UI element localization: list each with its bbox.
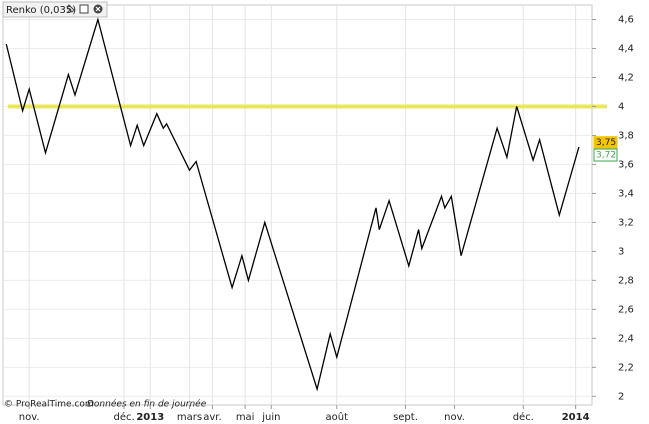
x-tick-label: nov.: [444, 412, 465, 423]
y-tick-label: 2: [618, 391, 624, 402]
x-tick-label: 2014: [562, 412, 590, 423]
y-tick-label: 2,2: [618, 362, 634, 373]
price-label: 3,75: [596, 138, 616, 148]
y-tick-label: 3,2: [618, 217, 634, 228]
close-cross: [95, 6, 101, 12]
y-tick-label: 2,4: [618, 333, 634, 344]
x-tick-label: avr.: [203, 412, 221, 423]
x-tick-label: mars: [177, 412, 202, 423]
y-tick-label: 3,6: [618, 159, 634, 170]
y-tick-label: 2,6: [618, 304, 634, 315]
y-tick-label: 2,8: [618, 275, 634, 286]
x-tick-label: août: [326, 411, 349, 423]
price-label-box: [593, 148, 618, 162]
price-line: [5, 17, 580, 392]
settings-icon[interactable]: [66, 4, 75, 14]
x-tick-label: déc.: [513, 411, 534, 423]
x-tick-label: sept.: [393, 412, 418, 423]
y-tick-label: 4,2: [618, 72, 634, 83]
source-note: Données en fin de journée: [87, 399, 207, 410]
x-tick-label: nov.: [19, 412, 40, 423]
legend-title: Renko (0,035): [6, 5, 76, 16]
x-tick-label: mai: [236, 412, 255, 423]
x-tick-label: déc.: [113, 411, 134, 423]
y-tick-label: 3,4: [618, 188, 634, 199]
x-tick-label: 2013: [136, 412, 164, 423]
x-tick-label: juin: [261, 412, 280, 423]
legend-icons: [66, 4, 103, 14]
price-label: 3,72: [596, 151, 616, 161]
source: © ProRealTime.com: [4, 400, 94, 410]
y-tick-label: 4: [618, 101, 624, 112]
y-tick-label: 4,4: [618, 43, 634, 54]
plot-frame: [2, 4, 593, 406]
window-icon[interactable]: [79, 4, 89, 14]
y-tick-label: 4,6: [618, 14, 634, 25]
y-tick-label: 3,8: [618, 130, 634, 141]
y-tick-label: 3: [618, 246, 624, 257]
